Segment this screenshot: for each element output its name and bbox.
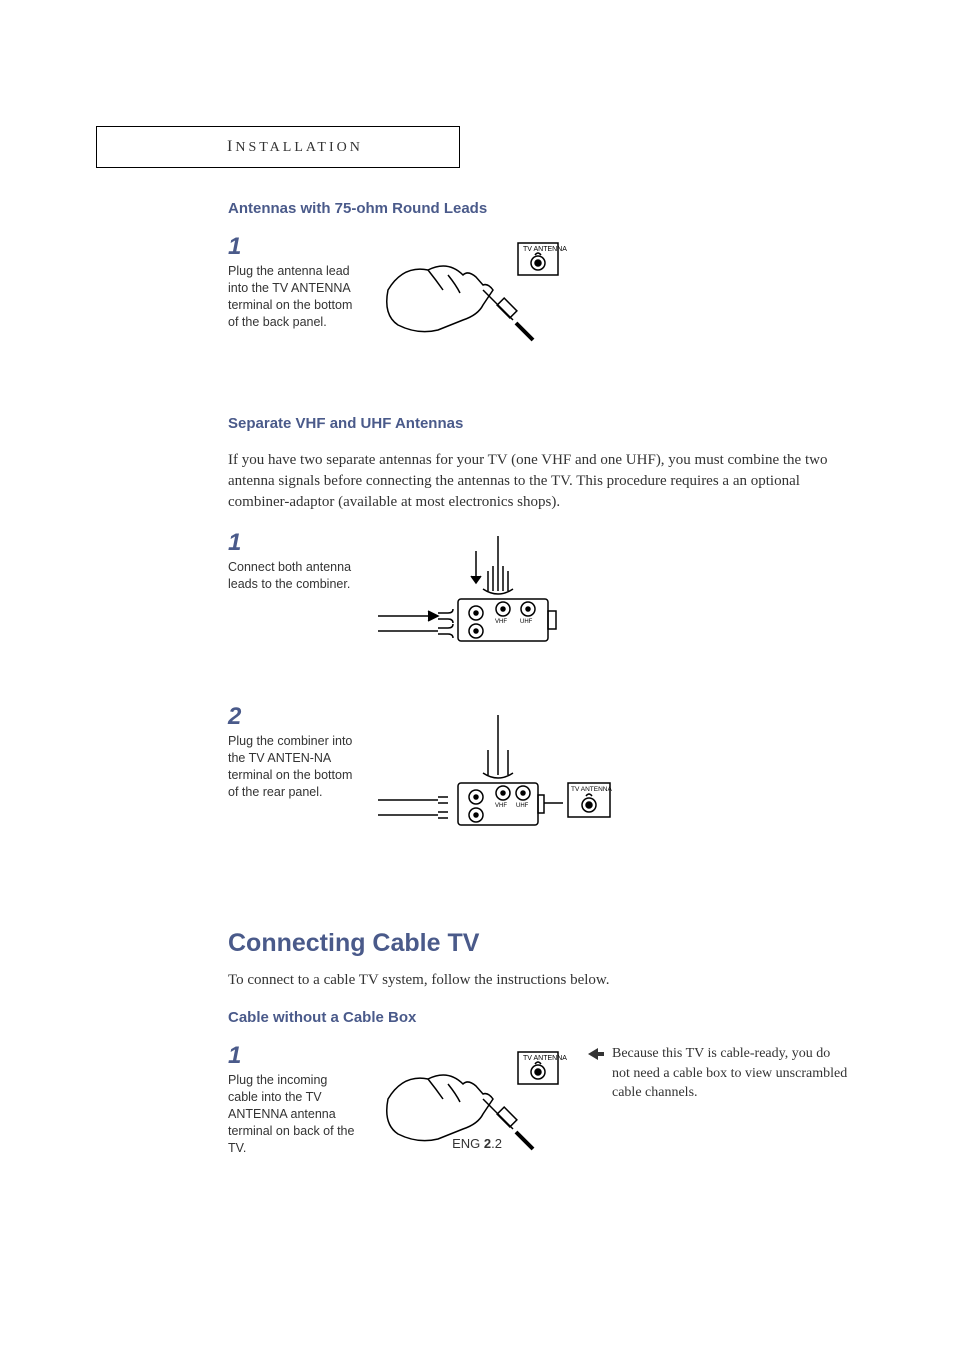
section2-step1-textcol: 1 Connect both antenna leads to the comb… xyxy=(228,531,368,593)
footer-chapter: 2 xyxy=(484,1136,491,1151)
section2-step1-row: 1 Connect both antenna leads to the comb… xyxy=(228,531,856,661)
section1-illus: TV ANTENNA xyxy=(368,235,856,355)
heading-separate-vhf-uhf: Separate VHF and UHF Antennas xyxy=(228,415,856,432)
hand-plug-illustration: TV ANTENNA xyxy=(368,235,568,355)
page-content: Antennas with 75-ohm Round Leads 1 Plug … xyxy=(228,200,856,1164)
section2-illus1: VHF UHF xyxy=(368,531,856,661)
combiner-illustration-1: VHF UHF xyxy=(368,531,588,661)
uhf-label-1: UHF xyxy=(520,619,533,625)
section3-note-col: Because this TV is cable-ready, you do n… xyxy=(588,1044,856,1103)
note-text: Because this TV is cable-ready, you do n… xyxy=(612,1044,848,1103)
heading-connecting-cable-tv: Connecting Cable TV xyxy=(228,929,856,958)
left-arrow-icon xyxy=(588,1048,604,1060)
vhf-label-2: VHF xyxy=(495,803,507,809)
tv-antenna-label: TV ANTENNA xyxy=(523,246,567,253)
section-header-rest: NSTALLATION xyxy=(235,140,363,155)
section2-step1-body: Connect both antenna leads to the combin… xyxy=(228,559,358,593)
combiner-illustration-2: VHF UHF TV ANTENNA xyxy=(368,705,628,845)
section2-step2-body: Plug the combiner into the TV ANTEN-NA t… xyxy=(228,733,358,801)
heading-cable-without-box: Cable without a Cable Box xyxy=(228,1009,856,1026)
section1-step1-body: Plug the antenna lead into the TV ANTENN… xyxy=(228,263,358,331)
heading-antennas-75ohm: Antennas with 75-ohm Round Leads xyxy=(228,200,856,217)
section3-step1-num: 1 xyxy=(228,1044,358,1068)
section2-step2-num: 2 xyxy=(228,705,358,729)
section-header-box: INSTALLATION xyxy=(96,126,460,168)
footer-prefix: ENG xyxy=(452,1136,484,1151)
section1-step1-textcol: 1 Plug the antenna lead into the TV ANTE… xyxy=(228,235,368,331)
section1-step1-row: 1 Plug the antenna lead into the TV ANTE… xyxy=(228,235,856,355)
section1-step1-num: 1 xyxy=(228,235,358,259)
uhf-label-2: UHF xyxy=(516,803,529,809)
tv-antenna-label-2: TV ANTENNA xyxy=(571,786,612,793)
section-header-text: INSTALLATION xyxy=(227,138,363,156)
vhf-label-1: VHF xyxy=(495,619,507,625)
section3-intro: To connect to a cable TV system, follow … xyxy=(228,970,856,991)
tv-antenna-label-3: TV ANTENNA xyxy=(523,1055,567,1062)
note-row: Because this TV is cable-ready, you do n… xyxy=(588,1044,848,1103)
section2-illus2: VHF UHF TV ANTENNA xyxy=(368,705,856,845)
section2-step1-num: 1 xyxy=(228,531,358,555)
section2-step2-textcol: 2 Plug the combiner into the TV ANTEN-NA… xyxy=(228,705,368,801)
page-footer: ENG 2.2 xyxy=(0,1136,954,1151)
section2-intro: If you have two separate antennas for yo… xyxy=(228,450,856,513)
section2-step2-row: 2 Plug the combiner into the TV ANTEN-NA… xyxy=(228,705,856,845)
footer-suffix: .2 xyxy=(491,1136,502,1151)
